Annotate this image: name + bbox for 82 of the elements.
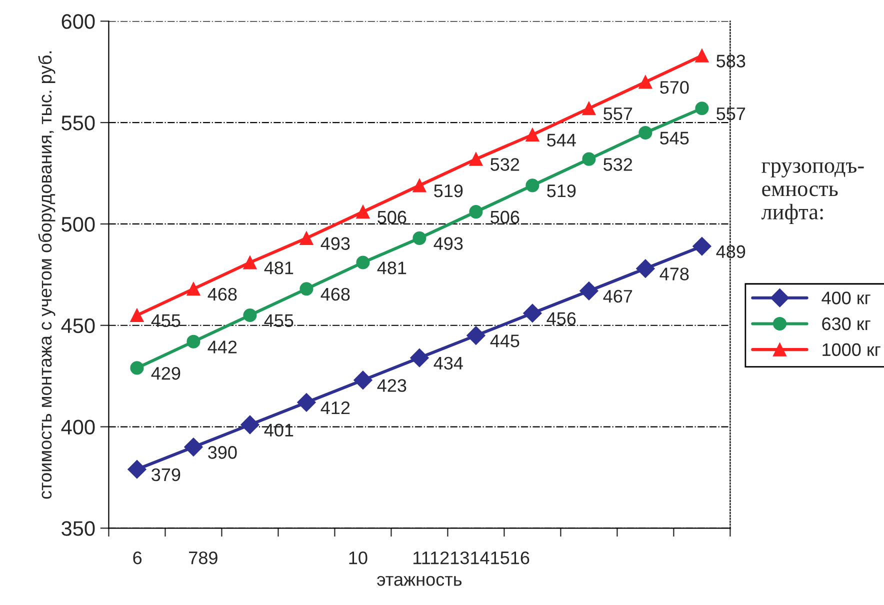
point: [412, 178, 426, 192]
point: [582, 102, 596, 116]
point: [526, 128, 540, 142]
legend-label: 400 кг: [822, 292, 870, 304]
point: [243, 256, 257, 270]
y-tick-label: 550: [62, 116, 95, 130]
text: 10: [349, 551, 368, 564]
point: [523, 304, 542, 323]
data-label: 442: [208, 340, 237, 354]
point: [410, 348, 429, 368]
point: [128, 460, 146, 479]
data-label: 557: [604, 108, 632, 120]
point: [300, 282, 314, 296]
text: 789: [189, 551, 218, 564]
point: [356, 256, 370, 270]
data-label: 583: [716, 54, 746, 68]
data-label: 519: [547, 184, 576, 198]
point: [240, 415, 260, 434]
data-label: 489: [716, 245, 746, 258]
data-label: 545: [660, 132, 689, 145]
data-label: 468: [320, 288, 350, 301]
point: [636, 259, 655, 278]
point: [695, 102, 709, 116]
data-label: 506: [490, 210, 520, 224]
y-tick-label: 450: [61, 318, 95, 334]
data-label: 390: [208, 446, 237, 459]
point: [130, 361, 144, 375]
point: [695, 48, 709, 62]
point: [243, 308, 257, 322]
point: [412, 231, 426, 245]
data-label: 544: [547, 134, 576, 147]
y-axis-title: стоимость монтажа с учетом оборудования, тыс. руб.: [38, 51, 56, 499]
data-label: 467: [603, 290, 632, 303]
y-tick-label: 350: [62, 521, 95, 536]
point: [186, 334, 200, 348]
legend-label: 630 кг: [822, 317, 870, 330]
point: [354, 370, 372, 390]
point: [638, 126, 652, 140]
point: [297, 393, 316, 412]
data-label: 455: [151, 314, 180, 328]
data-label: 481: [377, 262, 406, 274]
data-label: 379: [152, 468, 180, 482]
legend-label: 1000 кг: [822, 343, 880, 356]
legend-title: грузоподъ- емность лифта:: [761, 162, 864, 224]
point: [300, 231, 314, 245]
data-label: 445: [490, 334, 520, 348]
data-label: 429: [151, 366, 180, 380]
point: [469, 152, 483, 166]
point: [526, 178, 540, 192]
data-label: 412: [320, 401, 350, 414]
data-label: 434: [434, 356, 463, 370]
data-label: 423: [377, 379, 406, 392]
data-label: 519: [434, 184, 463, 198]
point: [582, 152, 596, 166]
data-label: 455: [264, 314, 294, 328]
data-label: 570: [660, 81, 689, 94]
point: [580, 282, 598, 300]
point: [186, 282, 200, 296]
point: [184, 438, 203, 456]
point: [356, 205, 370, 219]
point: [466, 326, 486, 345]
point: [130, 308, 144, 322]
y-tick-label: 400: [61, 420, 95, 435]
data-label: 478: [660, 268, 689, 280]
data-label: 468: [208, 288, 237, 301]
data-label: 506: [378, 210, 406, 224]
text: 6: [133, 551, 142, 564]
point: [469, 205, 483, 219]
point: [638, 75, 652, 89]
data-label: 493: [320, 237, 350, 250]
y-tick-label: 500: [62, 216, 95, 232]
data-label: 401: [264, 424, 294, 437]
data-label: 532: [604, 158, 632, 171]
point: [692, 236, 712, 256]
x-axis-title: этажность: [377, 576, 462, 586]
y-tick-label: 600: [62, 14, 95, 29]
data-label: 532: [490, 158, 520, 171]
data-label: 493: [434, 237, 463, 250]
data-label: 456: [546, 312, 576, 325]
data-label: 557: [716, 108, 746, 120]
text: 111213141516: [414, 551, 530, 564]
data-label: 481: [264, 262, 294, 274]
